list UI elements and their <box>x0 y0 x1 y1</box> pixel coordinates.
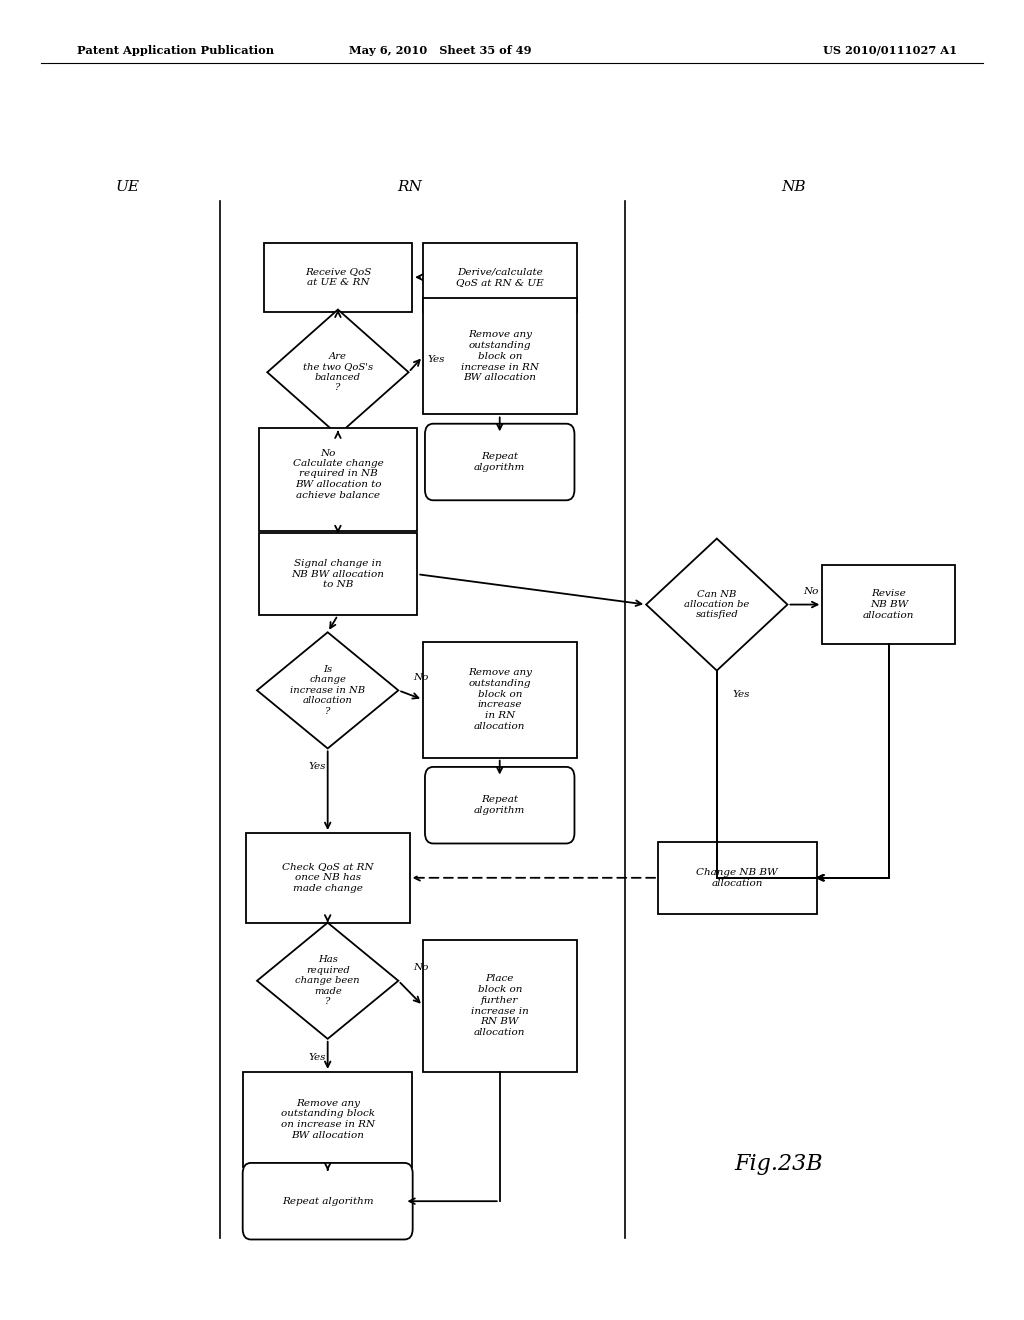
FancyBboxPatch shape <box>425 424 574 500</box>
Text: Can NB
allocation be
satisfied: Can NB allocation be satisfied <box>684 590 750 619</box>
Text: Repeat
algorithm: Repeat algorithm <box>474 453 525 471</box>
Text: Calculate change
required in NB
BW allocation to
achieve balance: Calculate change required in NB BW alloc… <box>293 458 383 500</box>
Text: Yes: Yes <box>427 355 444 363</box>
Text: Place
block on
further
increase in
RN BW
allocation: Place block on further increase in RN BW… <box>471 974 528 1038</box>
Polygon shape <box>257 632 398 748</box>
Text: Yes: Yes <box>732 690 750 698</box>
Text: Receive QoS
at UE & RN: Receive QoS at UE & RN <box>305 268 371 286</box>
Text: Are
the two QoS's
balanced
?: Are the two QoS's balanced ? <box>303 352 373 392</box>
Text: Remove any
outstanding block
on increase in RN
BW allocation: Remove any outstanding block on increase… <box>281 1098 375 1140</box>
Text: NB: NB <box>781 181 806 194</box>
Text: UE: UE <box>116 181 140 194</box>
Polygon shape <box>646 539 787 671</box>
Polygon shape <box>257 923 398 1039</box>
Text: Yes: Yes <box>308 763 327 771</box>
Text: Remove any
outstanding
block on
increase in RN
BW allocation: Remove any outstanding block on increase… <box>461 330 539 383</box>
Text: Fig.23B: Fig.23B <box>734 1154 822 1175</box>
Text: No: No <box>803 587 818 595</box>
Text: Has
required
change been
made
?: Has required change been made ? <box>295 956 360 1006</box>
Text: RN: RN <box>397 181 422 194</box>
FancyBboxPatch shape <box>258 428 418 531</box>
Text: Signal change in
NB BW allocation
to NB: Signal change in NB BW allocation to NB <box>292 558 384 590</box>
Text: Remove any
outstanding
block on
increase
in RN
allocation: Remove any outstanding block on increase… <box>468 668 531 731</box>
FancyBboxPatch shape <box>243 1163 413 1239</box>
Text: Revise
NB BW
allocation: Revise NB BW allocation <box>863 589 914 620</box>
FancyBboxPatch shape <box>423 940 577 1072</box>
Text: No: No <box>319 449 336 458</box>
Text: Repeat algorithm: Repeat algorithm <box>282 1197 374 1205</box>
FancyBboxPatch shape <box>246 833 410 923</box>
Text: May 6, 2010   Sheet 35 of 49: May 6, 2010 Sheet 35 of 49 <box>349 45 531 55</box>
FancyBboxPatch shape <box>657 842 817 913</box>
Text: Change NB BW
allocation: Change NB BW allocation <box>696 869 778 887</box>
Text: Patent Application Publication: Patent Application Publication <box>77 45 274 55</box>
Text: Derive/calculate
QoS at RN & UE: Derive/calculate QoS at RN & UE <box>456 268 544 286</box>
Polygon shape <box>267 310 409 436</box>
FancyBboxPatch shape <box>425 767 574 843</box>
FancyBboxPatch shape <box>423 243 577 312</box>
Text: Is
change
increase in NB
allocation
?: Is change increase in NB allocation ? <box>290 665 366 715</box>
FancyBboxPatch shape <box>822 565 955 644</box>
Text: No: No <box>414 964 429 972</box>
FancyBboxPatch shape <box>244 1072 412 1167</box>
FancyBboxPatch shape <box>423 298 577 414</box>
Text: Repeat
algorithm: Repeat algorithm <box>474 796 525 814</box>
FancyBboxPatch shape <box>264 243 412 312</box>
Text: No: No <box>414 673 429 681</box>
Text: US 2010/0111027 A1: US 2010/0111027 A1 <box>823 45 957 55</box>
FancyBboxPatch shape <box>258 533 418 615</box>
FancyBboxPatch shape <box>423 642 577 758</box>
Text: Check QoS at RN
once NB has
made change: Check QoS at RN once NB has made change <box>282 862 374 894</box>
Text: Yes: Yes <box>308 1053 327 1061</box>
